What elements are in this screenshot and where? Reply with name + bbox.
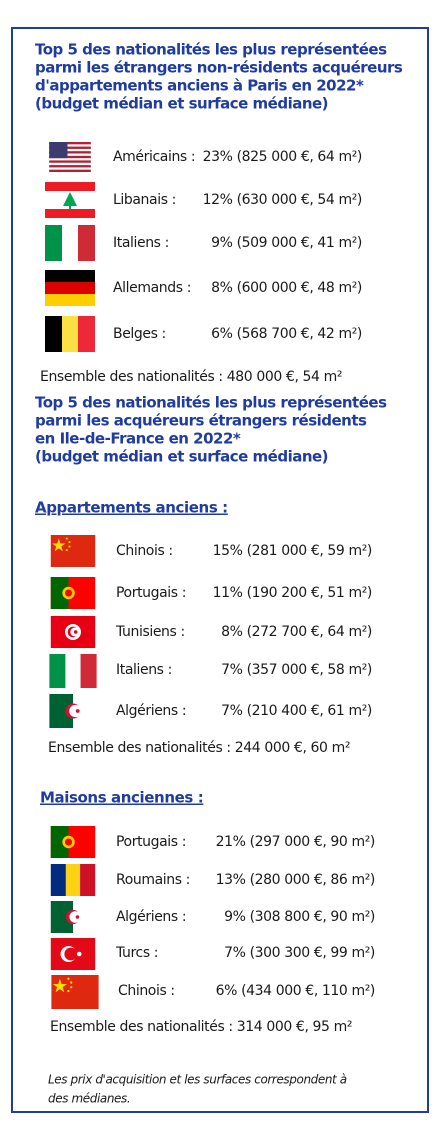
nationality: Italiens : [113,235,169,251]
stat: 9% (509 000 €, 41 m²) [211,235,362,251]
flag [50,901,96,933]
stat: 7% (300 300 €, 99 m²) [224,945,375,961]
flag [50,616,96,648]
nationality: Chinois : [118,983,175,999]
flag [49,654,97,688]
flag [50,535,96,567]
nationality: Algériens : [116,703,186,719]
nationality: Chinois : [116,543,173,559]
title: Top 5 des nationalités les plus représen… [35,394,387,412]
nationality: Libanais : [113,192,176,208]
subtitle: Appartements anciens : [35,499,228,517]
stat: 6% (568 700 €, 42 m²) [211,326,362,342]
total: Ensemble des nationalités : 314 000 €, 9… [50,1019,352,1035]
stat: 8% (600 000 €, 48 m²) [211,280,362,296]
flag [51,975,99,1009]
stat: 11% (190 200 €, 51 m²) [213,585,372,601]
flag [50,864,96,896]
total: Ensemble des nationalités : 244 000 €, 6… [48,740,350,756]
nationality: Portugais : [116,585,186,601]
flag [45,182,95,218]
nationality: Tunisiens : [115,624,185,640]
flag [45,316,95,352]
title: en Ile-de-France en 2022* [35,430,241,448]
nationality: Algériens : [116,909,186,925]
title: d'appartements anciens à Paris en 2022* [35,77,364,95]
total: Ensemble des nationalités : 480 000 €, 5… [40,369,342,385]
flag [50,577,96,609]
nationality: Portugais : [116,834,186,850]
title: parmi les étrangers non-résidents acquér… [35,59,403,77]
footnote: Les prix d'acquisition et les surfaces c… [48,1073,347,1087]
flag [49,694,97,728]
stat: 6% (434 000 €, 110 m²) [216,983,375,999]
stat: 23% (825 000 €, 64 m²) [203,149,362,165]
nationality: Italiens : [116,662,172,678]
title: (budget médian et surface médiane) [35,95,328,113]
nationality: Américains : [113,149,195,165]
stat: 7% (210 400 €, 61 m²) [221,703,372,719]
nationality: Roumains : [116,872,190,888]
flag [45,270,95,306]
stat: 21% (297 000 €, 90 m²) [216,834,375,850]
stat: 12% (630 000 €, 54 m²) [203,192,362,208]
title: Top 5 des nationalités les plus représen… [35,41,387,59]
stat: 7% (357 000 €, 58 m²) [221,662,372,678]
stat: 8% (272 700 €, 64 m²) [221,624,372,640]
subtitle: Maisons anciennes : [40,789,203,807]
nationality: Allemands : [113,280,191,296]
footnote: des médianes. [48,1092,130,1106]
nationality: Turcs : [115,945,158,961]
flag [50,826,96,858]
flag [49,142,91,172]
title: (budget médian et surface médiane) [35,448,328,466]
flag [45,225,95,261]
flag [50,938,96,970]
title: parmi les acquéreurs étrangers résidents [35,412,367,430]
frame [11,27,429,1113]
stat: 9% (308 800 €, 90 m²) [224,909,375,925]
stat: 15% (281 000 €, 59 m²) [213,543,372,559]
nationality: Belges : [113,326,166,342]
stat: 13% (280 000 €, 86 m²) [216,872,375,888]
